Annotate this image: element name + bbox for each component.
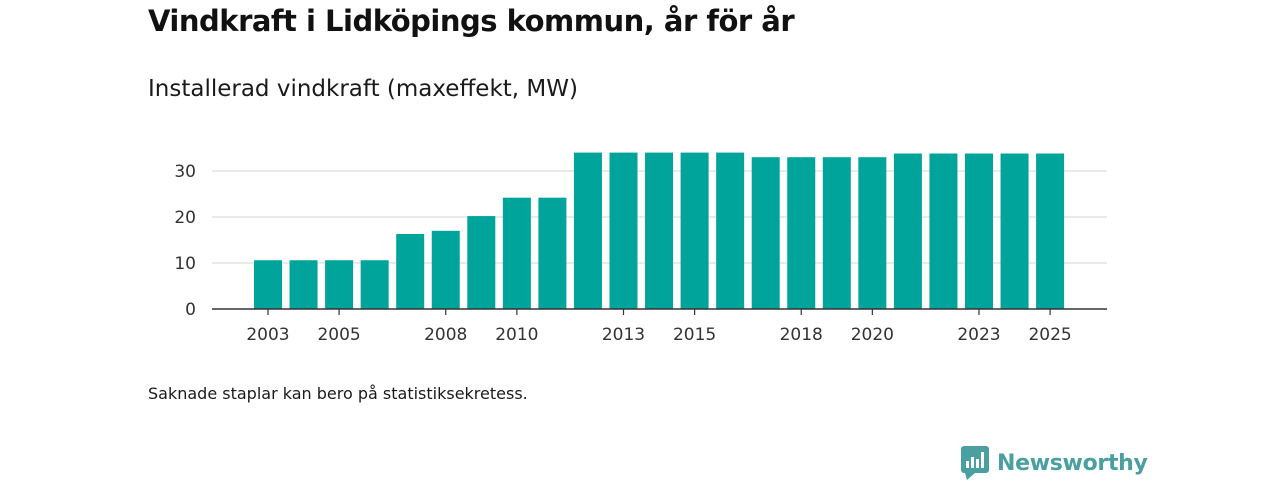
bar-2016: [716, 152, 745, 309]
bar-2014: [645, 152, 674, 309]
bar-2005: [325, 260, 354, 309]
x-tick-label: 2023: [957, 325, 1000, 345]
bar-2006: [360, 260, 389, 309]
newsworthy-logo: Newsworthy: [961, 446, 1148, 480]
bar-2022: [929, 153, 958, 309]
x-tick-label: 2018: [780, 325, 823, 345]
chart-title: Vindkraft i Lidköpings kommun, år för år: [148, 4, 795, 38]
x-tick-label: 2005: [317, 325, 360, 345]
newsworthy-logo-text: Newsworthy: [997, 450, 1148, 476]
x-tick-label: 2013: [602, 325, 645, 345]
y-axis-ticks: 0 10 20 30: [174, 162, 196, 320]
chart-subtitle: Installerad vindkraft (maxeffekt, MW): [148, 76, 578, 102]
x-tick-label: 2010: [495, 325, 538, 345]
bar-2010: [502, 197, 531, 309]
bar-2012: [573, 152, 602, 309]
y-tick-label: 10: [174, 254, 196, 274]
x-tick-label: 2003: [246, 325, 289, 345]
bar-2009: [467, 216, 496, 309]
bar-2003: [254, 260, 282, 309]
footnote: Saknade staplar kan bero på statistiksek…: [148, 384, 528, 403]
y-tick-label: 30: [174, 162, 196, 182]
y-tick-label: 0: [185, 300, 196, 320]
y-tick-label: 20: [174, 208, 196, 228]
bar-2017: [751, 157, 780, 309]
bar-2020: [858, 157, 887, 309]
x-tick-label: 2025: [1028, 325, 1071, 345]
bar-2008: [431, 230, 460, 309]
bar-2025: [1036, 153, 1065, 309]
x-tick-label: 2015: [673, 325, 716, 345]
bars: [254, 152, 1065, 309]
bar-2023: [965, 153, 993, 309]
bar-2015: [680, 152, 709, 309]
x-tick-label: 2008: [424, 325, 467, 345]
bar-2024: [1000, 153, 1029, 309]
bar-2021: [893, 153, 922, 309]
bar-2013: [609, 152, 638, 309]
bar-2004: [289, 260, 318, 309]
bar-2018: [787, 157, 816, 309]
bar-2007: [396, 234, 425, 309]
newsworthy-logo-icon: [961, 446, 989, 480]
bar-2011: [538, 197, 567, 309]
bar-2019: [822, 157, 851, 309]
x-tick-label: 2020: [851, 325, 894, 345]
x-axis-ticks: 2003 2005 2008 2010 2013 2015 2018 2020 2023 2025: [246, 309, 1072, 345]
